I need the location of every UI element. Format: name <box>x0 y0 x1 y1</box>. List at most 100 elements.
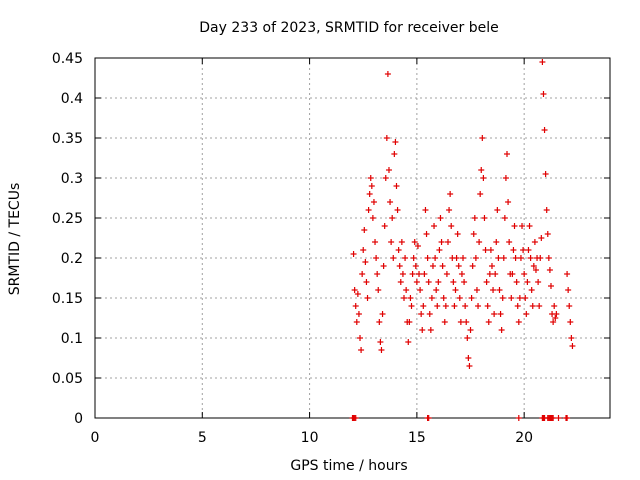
data-point <box>425 279 432 285</box>
data-point <box>454 231 461 237</box>
y-tick-label: 0.15 <box>52 291 83 307</box>
x-tick-label: 20 <box>515 430 533 446</box>
x-axis-title: GPS time / hours <box>290 458 407 474</box>
data-point <box>380 263 387 269</box>
data-point <box>422 207 429 213</box>
data-point <box>421 271 428 277</box>
data-point <box>504 151 510 157</box>
data-point <box>361 227 368 233</box>
data-point <box>417 287 424 293</box>
data-point <box>516 295 523 301</box>
x-tick-label: 5 <box>198 430 207 446</box>
data-point <box>418 311 425 317</box>
data-point <box>510 247 517 253</box>
data-point <box>440 295 447 301</box>
data-point <box>461 279 468 285</box>
data-point <box>485 319 492 325</box>
data-point <box>502 175 509 181</box>
data-point <box>479 135 486 141</box>
data-point <box>464 335 471 341</box>
data-point <box>413 279 420 285</box>
data-point <box>514 303 521 309</box>
x-tick-label: 15 <box>408 430 426 446</box>
data-point <box>354 291 361 297</box>
data-point <box>455 263 462 269</box>
data-point <box>406 319 413 325</box>
data-point <box>382 175 389 181</box>
data-point <box>414 243 421 249</box>
data-point <box>385 167 392 173</box>
data-point <box>364 295 371 301</box>
data-point <box>491 311 498 317</box>
data-point <box>500 255 507 261</box>
data-point <box>457 319 464 325</box>
data-point <box>358 347 365 353</box>
data-point <box>501 215 508 221</box>
data-point <box>545 255 552 261</box>
data-point <box>467 327 474 333</box>
data-point <box>353 319 360 325</box>
data-point <box>483 279 490 285</box>
data-point <box>511 223 518 229</box>
data-point <box>531 239 538 245</box>
data-point <box>468 295 475 301</box>
data-point <box>434 303 441 309</box>
data-point <box>509 271 516 277</box>
data-point <box>529 303 536 309</box>
data-point <box>513 279 520 285</box>
data-point <box>408 303 415 309</box>
data-point <box>365 207 372 213</box>
data-point <box>377 339 384 345</box>
data-point <box>431 223 438 229</box>
data-point <box>378 347 385 353</box>
data-point <box>497 311 504 317</box>
data-point <box>569 343 576 349</box>
data-point <box>403 287 410 293</box>
x-tick-label: 0 <box>91 430 100 446</box>
data-point <box>460 255 467 261</box>
data-point <box>447 191 454 197</box>
data-point <box>550 415 557 421</box>
data-point <box>437 215 444 221</box>
data-point <box>475 303 482 309</box>
data-point <box>552 315 559 321</box>
data-point <box>370 199 377 205</box>
data-point <box>427 327 434 333</box>
data-point <box>446 207 453 213</box>
data-point <box>521 271 528 277</box>
data-point <box>566 303 573 309</box>
data-point <box>426 311 433 317</box>
data-point <box>351 287 358 293</box>
data-point <box>436 247 443 253</box>
data-point <box>499 295 506 301</box>
data-point <box>458 271 465 277</box>
data-point <box>360 247 367 253</box>
data-point <box>432 255 439 261</box>
data-point <box>372 239 379 245</box>
y-tick-label: 0.25 <box>52 211 83 227</box>
data-point <box>480 175 487 181</box>
data-point <box>425 415 432 421</box>
data-point <box>429 263 436 269</box>
data-point <box>367 175 374 181</box>
data-point <box>522 295 529 301</box>
data-point <box>564 271 571 277</box>
data-point <box>526 223 533 229</box>
data-point <box>394 207 401 213</box>
y-tick-label: 0.1 <box>61 331 83 347</box>
data-point <box>453 255 460 261</box>
data-point <box>477 191 484 197</box>
data-point <box>486 271 493 277</box>
data-point <box>538 235 545 241</box>
data-point <box>359 271 366 277</box>
data-point <box>546 267 553 273</box>
data-point <box>495 255 502 261</box>
data-point <box>476 239 483 245</box>
data-point <box>379 311 386 317</box>
data-point <box>462 303 469 309</box>
data-point <box>492 271 499 277</box>
data-point <box>515 319 522 325</box>
data-point <box>498 327 505 333</box>
data-point <box>368 183 375 189</box>
